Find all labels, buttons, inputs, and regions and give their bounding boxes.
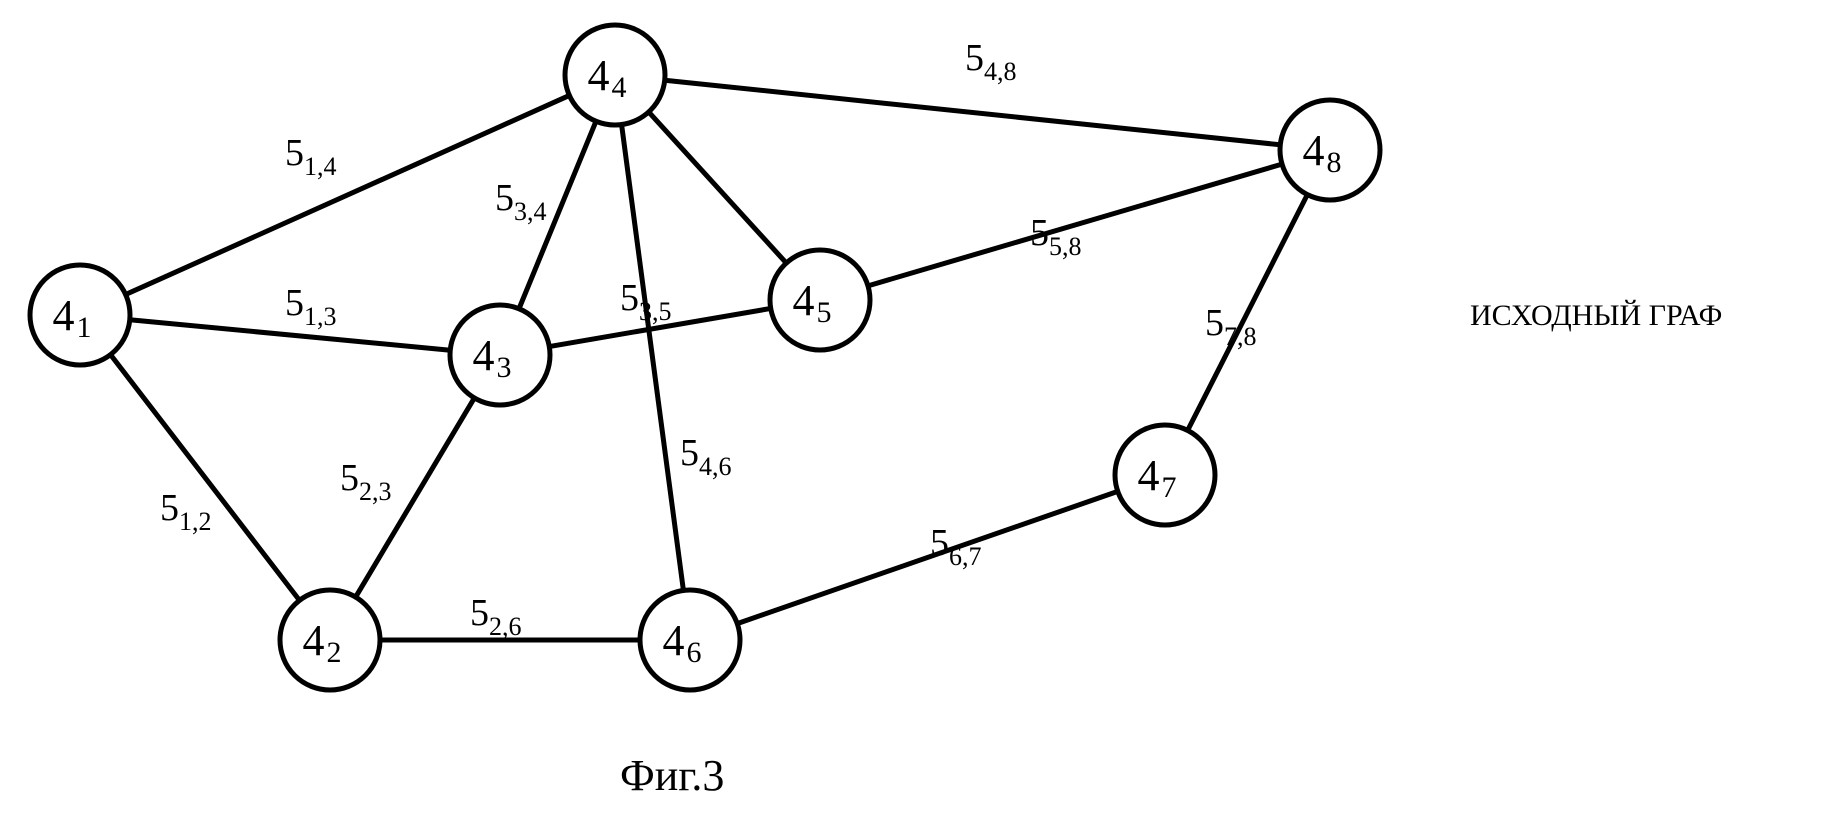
edge-label: 51,2 xyxy=(160,487,212,536)
edge xyxy=(130,320,450,351)
edge xyxy=(737,491,1118,623)
edge xyxy=(622,125,684,591)
edge xyxy=(868,164,1282,286)
edge-label: 53,5 xyxy=(620,277,672,326)
side-label: ИСХОДНЫЙ ГРАФ xyxy=(1470,299,1722,332)
figure-caption: Фиг.3 xyxy=(620,751,724,800)
edge-label: 55,8 xyxy=(1030,212,1082,261)
edge-label: 56,7 xyxy=(930,522,982,571)
graph-diagram: 414243444546474851,4 51,3 51,2 52,3 52,6 53,4… xyxy=(0,0,1831,824)
edge-label: 51,3 xyxy=(285,282,337,331)
nodes-group: 4142434445464748 xyxy=(30,25,1380,690)
edge xyxy=(665,80,1281,145)
edge-label: 52,3 xyxy=(340,457,392,506)
edge xyxy=(649,112,787,263)
edge-label: 54,6 xyxy=(680,432,732,481)
labels-group: 51,4 51,3 51,2 52,3 52,6 53,4 53,5 54,6 54,8 55,8… xyxy=(160,37,1722,800)
edge-label: 52,6 xyxy=(470,592,522,641)
edge-label: 51,4 xyxy=(285,132,337,181)
edge xyxy=(110,355,299,601)
edge-label: 53,4 xyxy=(495,177,547,226)
edge-label: 54,8 xyxy=(965,37,1017,86)
